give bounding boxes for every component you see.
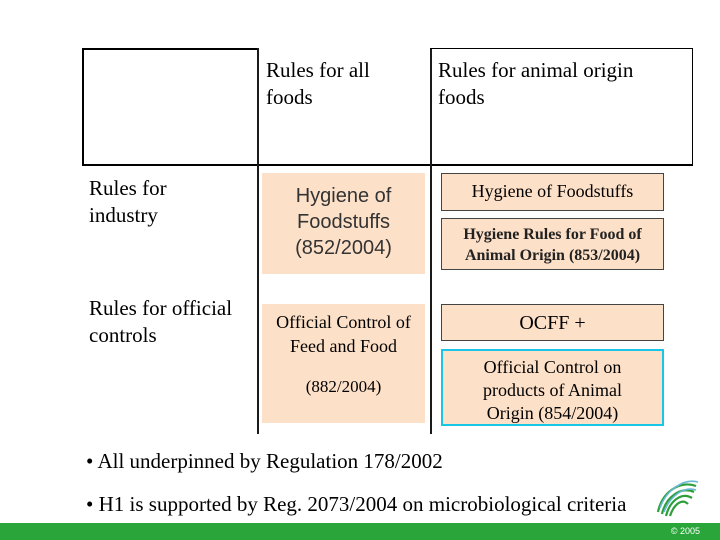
footer-bar: © 2005	[0, 523, 720, 540]
fingerprint-logo-icon	[652, 472, 704, 520]
grid-right-line	[692, 48, 693, 166]
cell-hygiene-of-foodstuffs-852: Hygiene of Foodstuffs (852/2004)	[262, 173, 425, 274]
grid-left-line	[82, 48, 84, 166]
cell-official-control-854: Official Control on products of Animal O…	[441, 349, 664, 426]
grid-top-line-left	[82, 48, 258, 50]
row-label-official-controls: Rules for official controls	[89, 296, 233, 347]
cell-official-control-text: Official Control of Feed and Food	[276, 312, 411, 356]
cell-hygiene-of-foodstuffs: Hygiene of Foodstuffs	[441, 173, 664, 211]
grid-col1-line	[257, 48, 259, 434]
cell-official-control-feed-food: Official Control of Feed and Food (882/2…	[262, 304, 425, 423]
bullet-h1-supported: • H1 is supported by Reg. 2073/2004 on m…	[86, 492, 627, 516]
cell-hygiene-852-text: Hygiene of Foodstuffs (852/2004)	[295, 185, 392, 259]
cell-ocff-text: OCFF +	[519, 312, 586, 334]
copyright-text: © 2005	[670, 526, 700, 536]
row-label-industry: Rules for industry	[89, 176, 167, 227]
bullet-regulation-178: • All underpinned by Regulation 178/2002	[86, 449, 443, 473]
column-header-animal-origin: Rules for animal origin foods	[438, 58, 634, 109]
cell-882-text: (882/2004)	[305, 377, 382, 396]
cell-hygiene-of-foodstuffs-text: Hygiene of Foodstuffs	[471, 181, 634, 201]
grid-col2-line	[430, 48, 432, 434]
grid-top-line-right	[430, 48, 693, 49]
grid-header-bottom-line	[82, 164, 693, 166]
column-header-all-foods: Rules for all foods	[266, 58, 370, 109]
cell-hygiene-rules-853: Hygiene Rules for Food of Animal Origin …	[441, 218, 664, 270]
cell-ocff: OCFF +	[441, 304, 664, 341]
cell-hygiene-rules-853-text: Hygiene Rules for Food of Animal Origin …	[463, 226, 642, 264]
cell-official-control-854-text: Official Control on products of Animal O…	[483, 357, 622, 423]
